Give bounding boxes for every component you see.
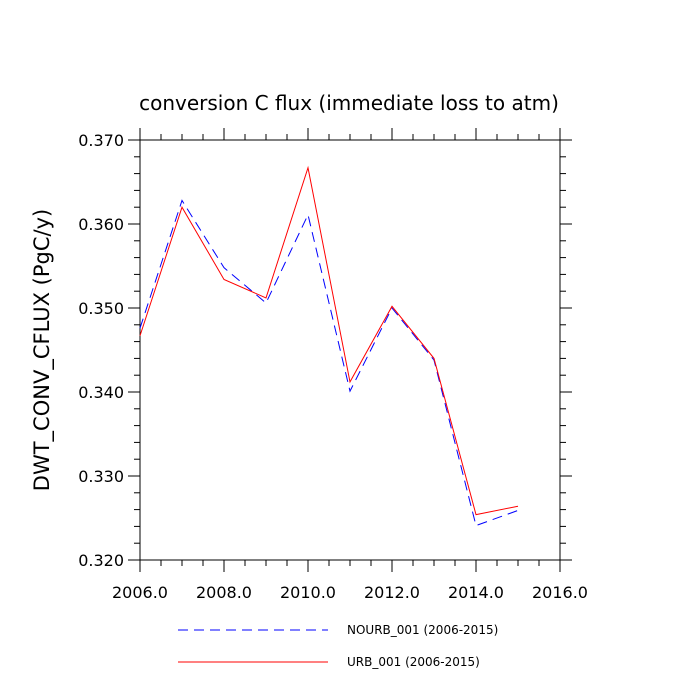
x-tick-label: 2010.0 xyxy=(280,583,336,602)
x-tick-label: 2014.0 xyxy=(448,583,504,602)
x-tick-label: 2016.0 xyxy=(532,583,588,602)
y-tick-label: 0.360 xyxy=(78,215,124,234)
y-axis-label: DWT_CONV_CFLUX (PgC/y) xyxy=(30,209,55,491)
y-tick-label: 0.330 xyxy=(78,467,124,486)
y-tick-label: 0.370 xyxy=(78,131,124,150)
legend-label-1: NOURB_001 (2006-2015) xyxy=(347,623,498,637)
x-tick-label: 2008.0 xyxy=(196,583,252,602)
plot-frame-group xyxy=(139,139,561,561)
series-line-2 xyxy=(139,165,519,516)
x-tick-label: 2006.0 xyxy=(112,583,168,602)
legend: NOURB_001 (2006-2015) URB_001 (2006-2015) xyxy=(178,623,498,669)
y-tick-label: 0.350 xyxy=(78,299,124,318)
series-group xyxy=(139,165,519,527)
series-line-1 xyxy=(139,199,519,527)
plot-frame xyxy=(139,139,561,561)
y-tick-label: 0.320 xyxy=(78,551,124,570)
chart-title: conversion C flux (immediate loss to atm… xyxy=(139,91,559,115)
x-tick-label: 2012.0 xyxy=(364,583,420,602)
ticks-group: 2006.0 2008.0 2010.0 2012.0 2014.0 2016.0 0.32… xyxy=(78,128,588,602)
y-tick-label: 0.340 xyxy=(78,383,124,402)
legend-label-2: URB_001 (2006-2015) xyxy=(347,655,480,669)
